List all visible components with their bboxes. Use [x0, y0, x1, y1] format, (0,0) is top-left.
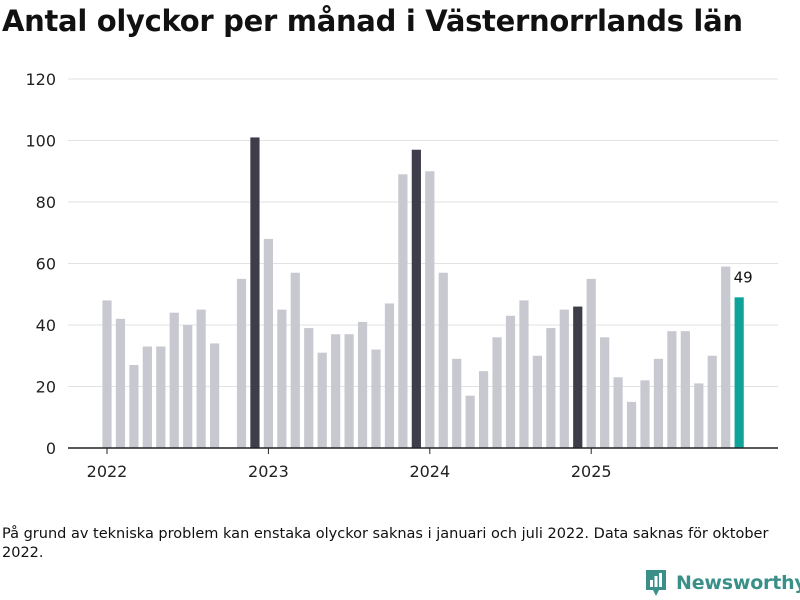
- x-tick-label: 2022: [87, 462, 128, 481]
- bar-chart: 0 20 40 60 80 100 120 2022 2023 2024 2025 49: [25, 70, 778, 481]
- y-tick-label: 0: [46, 439, 56, 458]
- bar-2023-06: [331, 334, 341, 448]
- bar-2023-01: [263, 238, 273, 448]
- bar-2025-11: [721, 266, 731, 448]
- bar-2023-03: [290, 272, 300, 448]
- bar-2024-09: [532, 355, 542, 448]
- bar-2023-02: [277, 309, 287, 449]
- bar-2024-08: [519, 300, 529, 448]
- x-tick-label: 2023: [248, 462, 289, 481]
- y-tick-label: 60: [36, 255, 56, 274]
- bar-2023-12: [411, 149, 421, 449]
- footnote: På grund av tekniska problem kan enstaka…: [2, 526, 769, 561]
- bar-2024-12: [573, 306, 583, 448]
- newsworthy-brand[interactable]: Newsworthy: [644, 568, 800, 598]
- bar-2023-10: [384, 303, 395, 448]
- bar-2025-04: [626, 401, 637, 449]
- bar-2022-04: [142, 346, 152, 448]
- bar-2025-06: [653, 358, 664, 448]
- bar-2023-11: [398, 174, 408, 448]
- bar-2022-03: [129, 364, 139, 448]
- x-tick-label: 2025: [571, 462, 612, 481]
- brand-name: Newsworthy: [676, 572, 800, 594]
- bar-2022-01: [102, 300, 112, 448]
- bar-2023-08: [357, 321, 368, 448]
- bar-2025-01: [586, 278, 596, 449]
- bar-2025-12: [734, 297, 744, 448]
- data-label-latest: 49: [734, 268, 753, 286]
- bar-2023-07: [344, 334, 354, 448]
- bar-2025-02: [600, 337, 610, 448]
- y-tick-label: 120: [25, 70, 56, 89]
- bar-2024-02: [438, 272, 448, 448]
- bar-2024-04: [465, 395, 475, 448]
- bar-2022-06: [169, 312, 179, 448]
- bar-2022-11: [236, 278, 247, 449]
- bar-2024-10: [546, 328, 556, 448]
- bar-2025-09: [694, 383, 704, 448]
- y-tick-label: 40: [36, 316, 56, 335]
- bar-2024-03: [452, 358, 462, 448]
- x-tick-label: 2024: [409, 462, 450, 481]
- bar-2024-11: [559, 309, 569, 449]
- y-tick-label: 20: [36, 378, 56, 397]
- bar-2023-05: [317, 352, 327, 448]
- bar-2025-08: [680, 331, 690, 448]
- bar-2022-02: [115, 318, 126, 448]
- bar-2025-10: [707, 355, 717, 448]
- y-tick-label: 100: [25, 132, 56, 151]
- bar-2022-09: [210, 343, 220, 448]
- chart-title: Antal olyckor per månad i Västernorrland…: [2, 4, 743, 38]
- bar-2024-05: [479, 371, 489, 449]
- bar-2025-05: [640, 380, 650, 448]
- bar-2025-07: [667, 331, 677, 448]
- y-tick-label: 80: [36, 193, 56, 212]
- bar-2022-05: [156, 346, 166, 448]
- bar-2023-04: [304, 328, 314, 448]
- bar-2025-03: [613, 377, 623, 448]
- bar-2024-06: [492, 337, 502, 448]
- bar-2023-09: [371, 349, 381, 448]
- bar-2022-07: [183, 325, 193, 448]
- newsworthy-logo-icon: [646, 570, 666, 596]
- bar-2024-07: [505, 315, 516, 448]
- bar-2022-08: [196, 309, 206, 449]
- bar-2022-12: [250, 137, 260, 448]
- bar-2024-01: [425, 171, 435, 448]
